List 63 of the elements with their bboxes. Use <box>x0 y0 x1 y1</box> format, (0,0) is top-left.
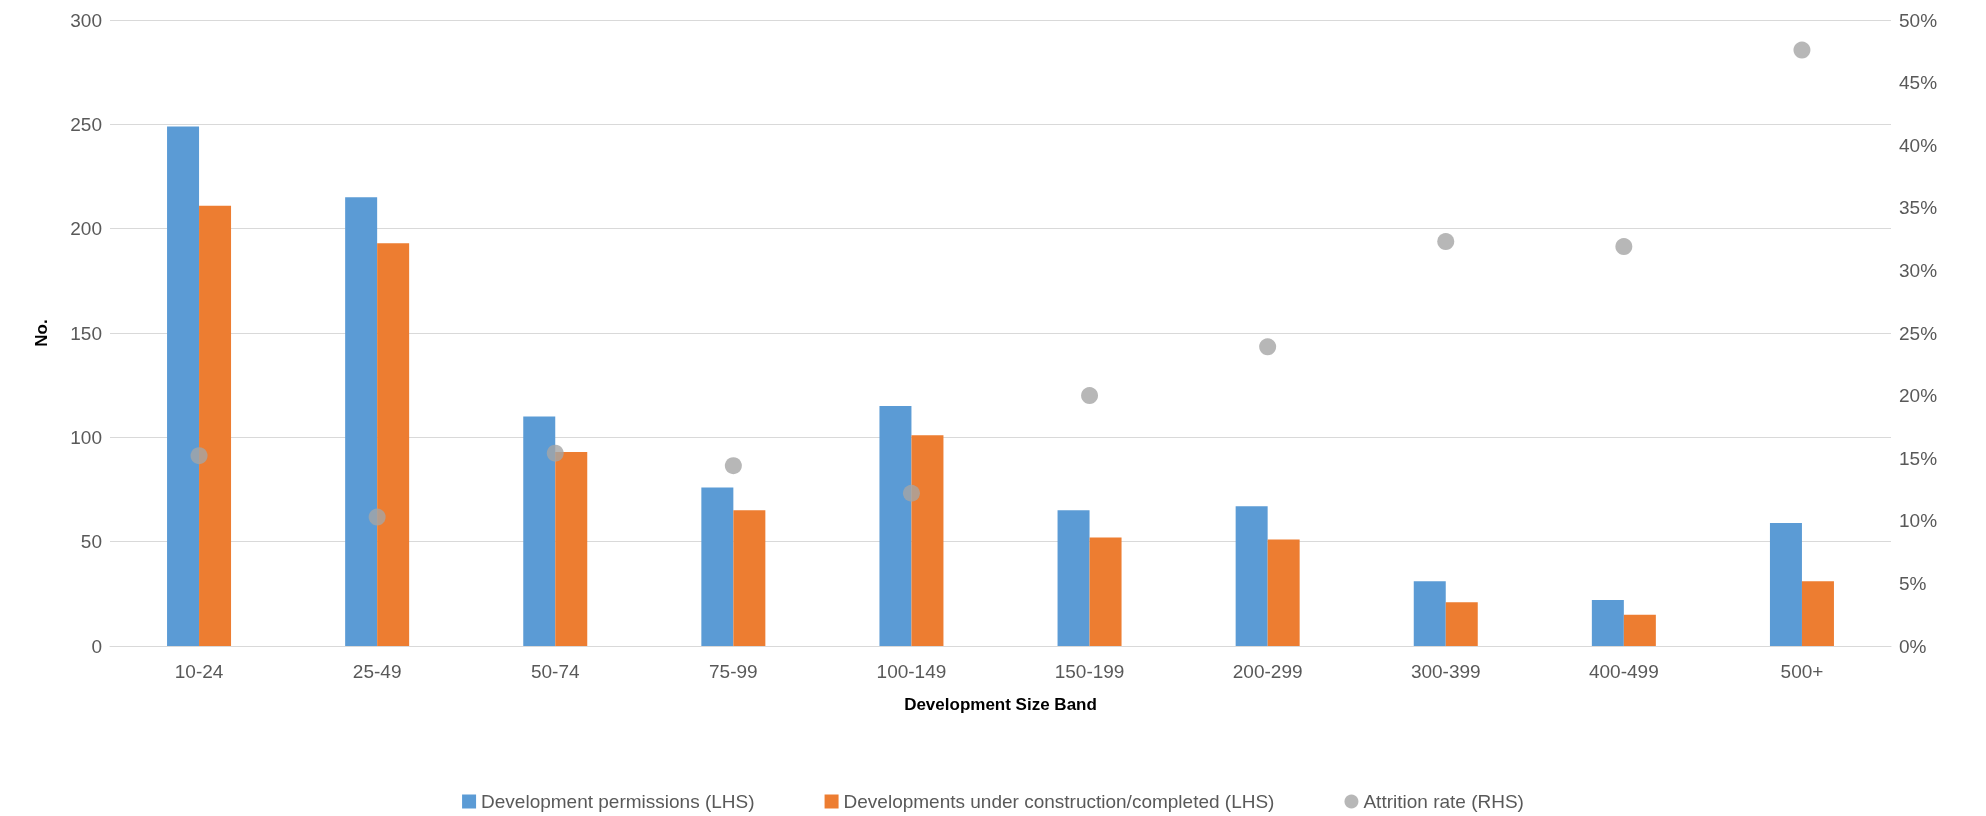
bar <box>1413 581 1446 646</box>
bar <box>199 205 232 646</box>
bar <box>377 243 410 646</box>
y2-tick-label: 10% <box>1899 510 1938 532</box>
bar <box>1591 600 1624 646</box>
y2-tick-label: 0% <box>1899 635 1927 657</box>
bar <box>1057 510 1090 646</box>
y2-tick-label: 30% <box>1899 259 1938 281</box>
y2-tick-label: 45% <box>1899 72 1938 94</box>
bar <box>879 406 912 646</box>
y2-tick-label: 15% <box>1899 447 1938 469</box>
y-tick-label: 0 <box>91 635 102 657</box>
x-tick-label: 300-399 <box>1410 661 1481 682</box>
x-tick-label: 75-99 <box>709 661 758 682</box>
bar <box>345 197 378 646</box>
y-tick-label: 300 <box>70 9 102 31</box>
y-tick-label: 150 <box>70 322 102 344</box>
bar <box>523 416 556 646</box>
bar <box>1801 581 1834 646</box>
bar <box>1089 537 1122 646</box>
bar <box>1445 602 1478 646</box>
x-tick-label: 10-24 <box>174 661 224 682</box>
x-tick-label: 200-299 <box>1232 661 1303 682</box>
x-tick-label: 400-499 <box>1588 661 1659 682</box>
y2-tick-label: 25% <box>1899 322 1938 344</box>
point <box>1437 233 1455 251</box>
bar <box>733 510 766 646</box>
bar <box>1769 522 1802 646</box>
x-tick-label: 50-74 <box>530 661 580 682</box>
x-tick-label: 25-49 <box>352 661 402 682</box>
point <box>190 447 208 465</box>
bar <box>1623 614 1656 646</box>
x-tick-label: 150-199 <box>1054 661 1125 682</box>
y2-tick-label: 35% <box>1899 197 1938 219</box>
bar <box>555 451 588 646</box>
y-axis-title: No. <box>32 319 51 347</box>
y-tick-label: 50 <box>80 531 102 553</box>
y2-tick-label: 20% <box>1899 385 1938 407</box>
y-tick-label: 250 <box>70 113 102 135</box>
x-tick-label: 100-149 <box>876 661 947 682</box>
point <box>724 457 742 475</box>
point <box>368 508 386 526</box>
point <box>1259 338 1277 356</box>
point <box>1081 387 1099 405</box>
y2-tick-label: 5% <box>1899 572 1927 594</box>
legend-label: Developments under construction/completed (LHS) <box>843 791 1275 812</box>
bar <box>1235 506 1268 646</box>
bar <box>1267 539 1300 646</box>
y-tick-label: 200 <box>70 218 102 240</box>
legend-label: Development permissions (LHS) <box>481 791 755 812</box>
point <box>1615 238 1633 256</box>
point <box>546 444 564 462</box>
legend-label: Attrition rate (RHS) <box>1363 791 1524 812</box>
bar <box>167 126 200 646</box>
bar <box>701 487 734 646</box>
y2-tick-label: 50% <box>1899 9 1938 31</box>
point <box>1793 41 1811 59</box>
y2-tick-label: 40% <box>1899 134 1938 156</box>
x-tick-label: 500+ <box>1780 661 1824 682</box>
bar <box>911 435 944 646</box>
x-axis-title: Development Size Band <box>904 695 1097 714</box>
y-tick-label: 100 <box>70 426 102 448</box>
point <box>902 484 920 502</box>
